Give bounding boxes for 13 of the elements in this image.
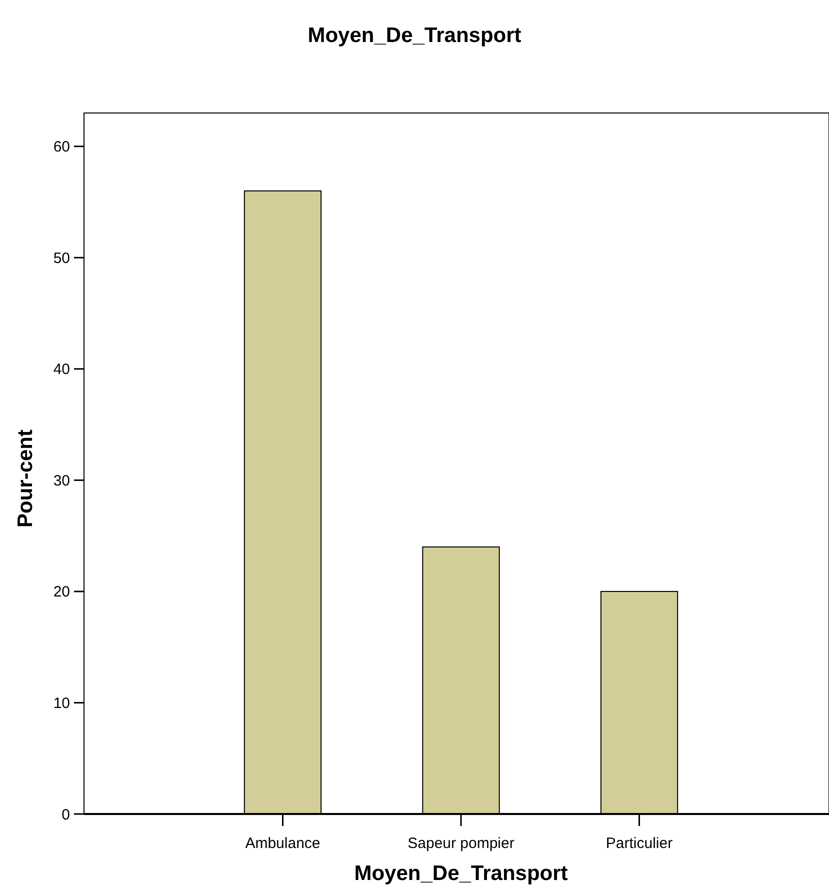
y-tick-label: 40	[53, 361, 70, 378]
x-tick-label: Ambulance	[245, 835, 320, 852]
y-tick-label: 0	[62, 806, 70, 824]
y-axis-title: Pour-cent	[14, 429, 37, 528]
x-tick-label: Particulier	[606, 835, 673, 852]
y-tick-label: 30	[53, 472, 70, 490]
y-tick-label: 50	[53, 250, 70, 267]
chart-title: Moyen_De_Transport	[308, 24, 522, 47]
y-tick-label: 60	[53, 138, 70, 156]
y-tick-label: 20	[53, 584, 70, 601]
x-axis-title: Moyen_De_Transport	[354, 862, 568, 885]
x-tick-label: Sapeur pompier	[408, 835, 514, 852]
y-tick-label: 10	[53, 694, 70, 712]
